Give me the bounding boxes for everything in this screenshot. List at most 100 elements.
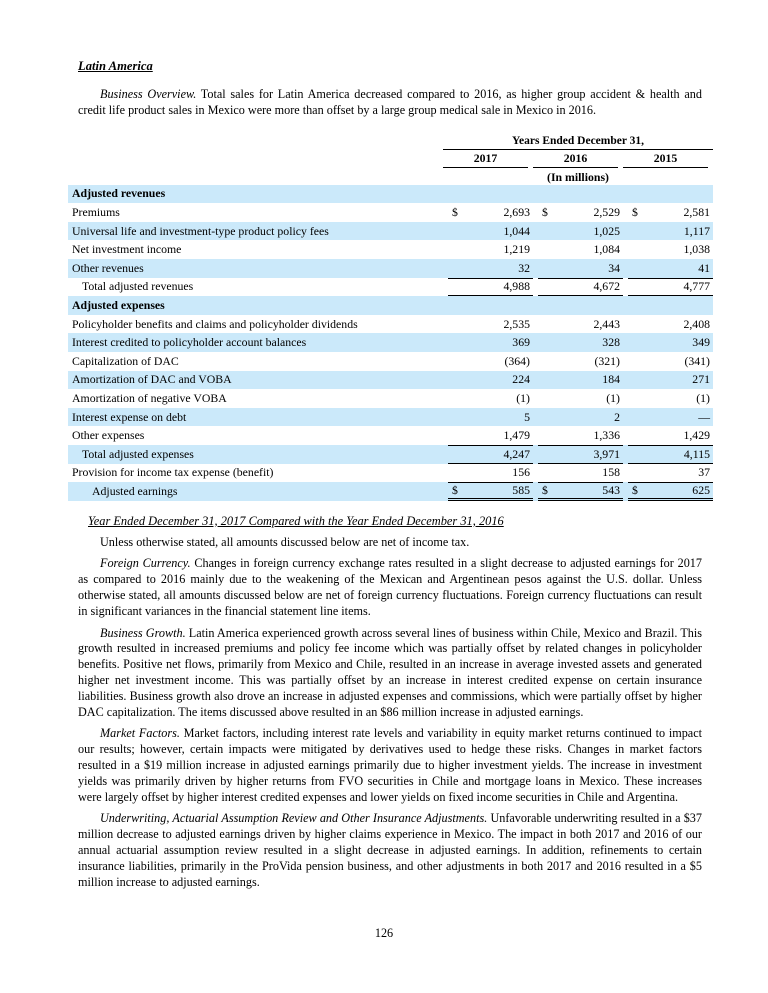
table-row: Net investment income 1,219 1,084 1,038	[68, 240, 713, 259]
row-label: Amortization of negative VOBA	[72, 390, 227, 405]
value-cell: 1,044	[448, 222, 533, 241]
cell-value: 156	[512, 465, 530, 480]
currency-symbol: $	[452, 482, 458, 497]
currency-symbol: $	[632, 204, 638, 219]
value-cell: 37	[628, 464, 713, 483]
value-cell: (364)	[448, 352, 533, 371]
page-number: 126	[374, 926, 394, 940]
cell-value: 4,988	[503, 279, 530, 294]
cell-value: 543	[602, 482, 620, 497]
cell-value: 32	[518, 260, 530, 275]
cell-value: 1,044	[503, 223, 530, 238]
row-label: Adjusted earnings	[92, 483, 178, 498]
cell-value: 328	[602, 335, 620, 350]
table-body: Adjusted revenues Premiums $2,693 $2,529 $2,…	[68, 184, 713, 501]
row-label: Interest credited to policyholder accoun…	[72, 335, 307, 350]
cell-value: 4,115	[683, 446, 710, 461]
row-label: Provision for income tax expense (benefi…	[72, 465, 274, 480]
cell-value: 2,408	[683, 316, 710, 331]
row-label: Adjusted revenues	[72, 186, 166, 201]
row-label: Universal life and investment-type produ…	[72, 223, 329, 238]
table-header-spacer	[68, 135, 443, 185]
value-cell: 2,535	[448, 315, 533, 334]
paragraph-lead: Business Growth.	[100, 625, 186, 640]
cell-value: 1,038	[683, 242, 710, 257]
row-label: Amortization of DAC and VOBA	[72, 372, 232, 387]
currency-symbol: $	[542, 204, 548, 219]
year-column-header: 2016	[533, 152, 618, 168]
value-cell: 184	[538, 371, 623, 390]
row-label: Other expenses	[72, 428, 145, 443]
value-cell: $625	[628, 482, 713, 501]
value-cell: 1,025	[538, 222, 623, 241]
value-cell: 1,117	[628, 222, 713, 241]
paragraph-lead: Foreign Currency.	[100, 556, 191, 571]
table-row: Premiums $2,693 $2,529 $2,581	[68, 203, 713, 222]
value-cell: —	[628, 408, 713, 427]
paragraph-body: Unfavorable underwriting resulted in a $…	[78, 811, 702, 889]
row-label: Other revenues	[72, 260, 144, 275]
value-cell: $2,581	[628, 203, 713, 222]
table-row: Amortization of negative VOBA (1) (1) (1)	[68, 389, 713, 408]
currency-symbol: $	[542, 482, 548, 497]
value-cell: 1,479	[448, 426, 533, 445]
paragraph-body: Changes in foreign currency exchange rat…	[78, 556, 702, 618]
value-cell: 1,038	[628, 240, 713, 259]
value-cell: 3,971	[538, 444, 623, 464]
value-cell: 224	[448, 371, 533, 390]
cell-value: 4,777	[683, 279, 710, 294]
row-label: Total adjusted expenses	[82, 446, 194, 461]
value-cell: 4,115	[628, 444, 713, 464]
value-cell: 2,443	[538, 315, 623, 334]
cell-value: 184	[602, 372, 620, 387]
cell-value: (1)	[696, 390, 710, 405]
cell-value: 1,084	[593, 242, 620, 257]
cell-value: 2	[614, 409, 620, 424]
value-cell: 158	[538, 464, 623, 483]
cell-value: 4,672	[593, 279, 620, 294]
year-column-header: 2017	[443, 152, 528, 168]
cell-value: 1,336	[593, 428, 620, 443]
paragraph-lead: Underwriting, Actuarial Assumption Revie…	[100, 811, 488, 826]
paragraph-lead: Market Factors.	[100, 726, 180, 741]
value-cell: 1,084	[538, 240, 623, 259]
value-cell: 41	[628, 259, 713, 278]
value-cell: 4,247	[448, 444, 533, 464]
cell-value: 158	[602, 465, 620, 480]
market-factors-paragraph: Market Factors. Market factors, includin…	[78, 726, 702, 805]
cell-value: 2,529	[593, 204, 620, 219]
value-cell: 2	[538, 408, 623, 427]
cell-value: 1,025	[593, 223, 620, 238]
currency-symbol: $	[452, 204, 458, 219]
cell-value: (321)	[594, 353, 620, 368]
value-cell: (1)	[448, 389, 533, 408]
row-label: Premiums	[72, 204, 120, 219]
value-cell: (341)	[628, 352, 713, 371]
paragraph-body: Market factors, including interest rate …	[78, 726, 703, 804]
table-row: Adjusted revenues	[68, 184, 713, 204]
value-cell: 1,336	[538, 426, 623, 445]
value-cell: $2,529	[538, 203, 623, 222]
business-growth-paragraph: Business Growth. Latin America experienc…	[78, 626, 702, 721]
cell-value: 41	[698, 260, 710, 275]
value-cell: 349	[628, 333, 713, 352]
table-year-headers: 2017 2016 2015	[443, 152, 713, 168]
paragraph-body: Latin America experienced growth across …	[78, 625, 702, 719]
value-cell: $585	[448, 482, 533, 501]
table-row: Adjusted earnings $585 $543 $625	[68, 482, 713, 501]
cell-value: 37	[698, 465, 710, 480]
year-column-header: 2015	[623, 152, 708, 168]
cell-value: 1,479	[503, 428, 530, 443]
cell-value: 2,443	[593, 316, 620, 331]
financial-table: Years Ended December 31, 2017 2016 2015 (I…	[68, 135, 713, 501]
cell-value: —	[698, 409, 710, 424]
foreign-currency-paragraph: Foreign Currency. Changes in foreign cur…	[78, 556, 702, 619]
value-cell: 34	[538, 259, 623, 278]
value-cell: 4,672	[538, 277, 623, 297]
value-cell: 32	[448, 259, 533, 278]
cell-value: 1,429	[683, 428, 710, 443]
currency-symbol: $	[632, 482, 638, 497]
value-cell: $2,693	[448, 203, 533, 222]
table-row: Total adjusted revenues 4,988 4,672 4,777	[68, 277, 713, 297]
